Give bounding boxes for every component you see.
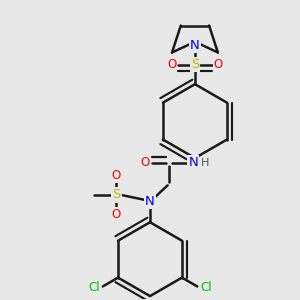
Text: O: O (214, 58, 223, 71)
Text: H: H (200, 158, 209, 168)
Text: N: N (145, 195, 155, 208)
Text: Cl: Cl (200, 281, 212, 294)
Text: O: O (112, 208, 121, 221)
Text: O: O (167, 58, 176, 71)
Text: N: N (190, 38, 200, 52)
Text: N: N (188, 156, 198, 169)
Text: S: S (191, 58, 199, 71)
Text: S: S (112, 188, 121, 202)
Text: Cl: Cl (88, 281, 100, 294)
Text: O: O (141, 156, 150, 169)
Text: O: O (112, 169, 121, 182)
